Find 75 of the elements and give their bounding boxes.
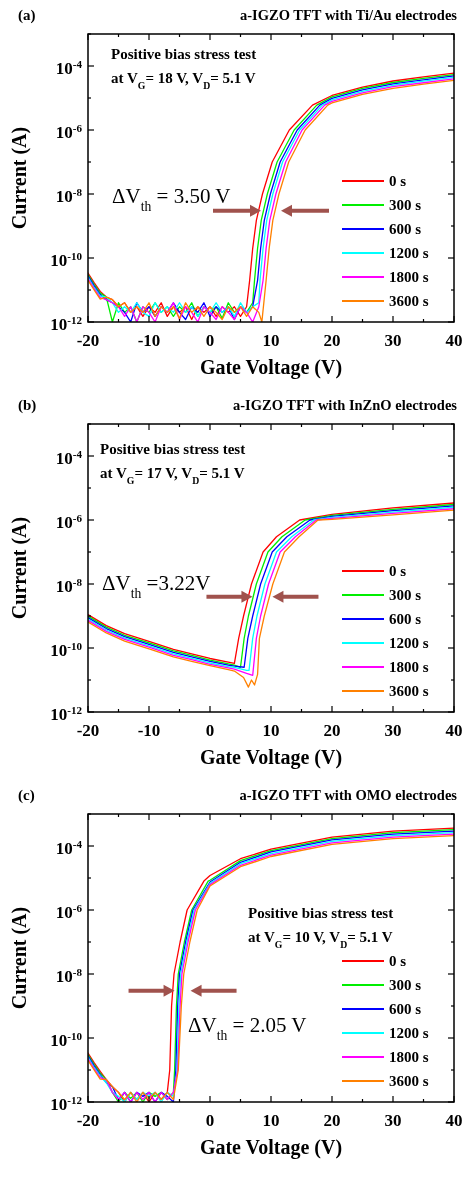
x-tick-label: -20	[76, 721, 100, 740]
x-tick-label: 40	[445, 331, 463, 350]
y-tick-label: 10$^{-8}$	[55, 186, 83, 206]
y-tick-label: 10$^{-4}$	[55, 838, 83, 858]
legend-label: 1200 s	[389, 245, 429, 261]
annotation: Positive bias stress test	[100, 441, 246, 457]
x-tick-label: -20	[76, 1111, 100, 1130]
legend-label: 1200 s	[389, 635, 429, 651]
x-tick-label: -10	[137, 331, 161, 350]
annotation: ΔV$_{th}$ = 3.50 V	[112, 184, 231, 214]
text: (c)	[18, 787, 35, 804]
y-tick-label: 10$^{-10}$	[50, 250, 83, 270]
x-tick-label: 30	[384, 721, 402, 740]
chart-title: a-IGZO TFT with Ti/Au electrodes	[240, 7, 458, 23]
y-tick-label: 10$^{-12}$	[50, 1094, 83, 1114]
text: (a)	[18, 7, 36, 24]
x-tick-label: 30	[384, 1111, 402, 1130]
legend-label: 600 s	[389, 611, 422, 627]
y-tick-label: 10$^{-12}$	[50, 704, 83, 724]
legend-label: 1200 s	[389, 1025, 429, 1041]
text: (b)	[18, 397, 37, 414]
legend-label: 3600 s	[389, 683, 429, 699]
x-axis-title: Gate Voltage (V)	[199, 746, 343, 769]
annotation: ΔV$_{th}$ = 2.05 V	[188, 1013, 307, 1043]
x-tick-label: -10	[137, 1111, 161, 1130]
y-tick-label: 10$^{-6}$	[55, 122, 83, 142]
legend-label: 3600 s	[389, 293, 429, 309]
x-tick-label: 0	[205, 721, 215, 740]
legend-label: 0 s	[389, 563, 407, 579]
chart-title: a-IGZO TFT with OMO electrodes	[239, 787, 458, 803]
x-tick-label: 40	[445, 721, 463, 740]
y-tick-label: 10$^{-12}$	[50, 314, 83, 334]
x-tick-label: 0	[205, 1111, 215, 1130]
x-tick-label: -10	[137, 721, 161, 740]
legend-label: 600 s	[389, 221, 422, 237]
legend-label: 0 s	[389, 173, 407, 189]
annotation: Positive bias stress test	[111, 46, 257, 62]
legend-label: 3600 s	[389, 1073, 429, 1089]
annotation: at V$_{G}$= 17 V, V$_{D}$= 5.1 V	[100, 465, 245, 486]
legend-label: 300 s	[389, 977, 422, 993]
x-tick-label: 20	[323, 721, 341, 740]
y-tick-label: 10$^{-10}$	[50, 1030, 83, 1050]
y-tick-label: 10$^{-10}$	[50, 640, 83, 660]
y-tick-label: 10$^{-6}$	[55, 512, 83, 532]
x-tick-label: 30	[384, 331, 402, 350]
x-axis-title: Gate Voltage (V)	[199, 356, 343, 379]
y-tick-label: 10$^{-4}$	[55, 58, 83, 78]
x-tick-label: -20	[76, 331, 100, 350]
x-axis-title: Gate Voltage (V)	[199, 1136, 343, 1159]
y-tick-label: 10$^{-4}$	[55, 448, 83, 468]
y-tick-label: 10$^{-8}$	[55, 966, 83, 986]
legend-label: 600 s	[389, 1001, 422, 1017]
y-axis-title: Current (A)	[8, 906, 31, 1010]
annotation: at V$_{G}$= 18 V, V$_{D}$= 5.1 V	[111, 70, 256, 91]
annotation: at V$_{G}$= 10 V, V$_{D}$= 5.1 V	[248, 929, 393, 950]
x-tick-label: 10	[262, 721, 280, 740]
legend-label: 0 s	[389, 953, 407, 969]
x-tick-label: 0	[205, 331, 215, 350]
legend-label: 1800 s	[389, 1049, 429, 1065]
legend-label: 300 s	[389, 587, 422, 603]
x-tick-label: 10	[262, 331, 280, 350]
legend-label: 1800 s	[389, 269, 429, 285]
legend-label: 1800 s	[389, 659, 429, 675]
x-tick-label: 20	[323, 1111, 341, 1130]
y-axis-title: Current (A)	[8, 516, 31, 620]
legend-label: 300 s	[389, 197, 422, 213]
annotation: Positive bias stress test	[248, 905, 394, 921]
y-tick-label: 10$^{-8}$	[55, 576, 83, 596]
x-tick-label: 40	[445, 1111, 463, 1130]
annotation: ΔV$_{th}$ =3.22V	[102, 571, 211, 601]
y-axis-title: Current (A)	[8, 126, 31, 230]
x-tick-label: 20	[323, 331, 341, 350]
y-tick-label: 10$^{-6}$	[55, 902, 83, 922]
chart-title: a-IGZO TFT with InZnO electrodes	[233, 397, 458, 413]
x-tick-label: 10	[262, 1111, 280, 1130]
